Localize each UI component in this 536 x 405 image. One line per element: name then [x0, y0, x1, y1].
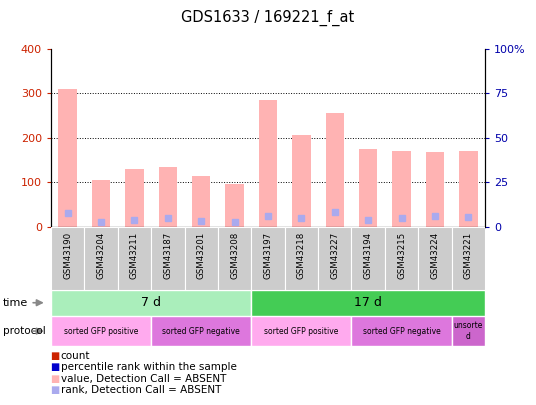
Text: ■: ■ — [50, 385, 60, 395]
Bar — [418, 227, 452, 290]
Text: unsorte
d: unsorte d — [453, 322, 483, 341]
Text: GSM43194: GSM43194 — [364, 232, 373, 279]
Bar — [159, 167, 177, 227]
Bar — [192, 175, 211, 227]
Bar — [51, 290, 251, 316]
Bar — [92, 180, 110, 227]
Bar — [452, 316, 485, 346]
Bar — [459, 151, 478, 227]
Bar — [51, 227, 84, 290]
Bar — [292, 135, 310, 227]
Bar — [259, 100, 277, 227]
Text: count: count — [61, 351, 90, 361]
Bar — [392, 151, 411, 227]
Bar — [58, 89, 77, 227]
Bar — [359, 149, 377, 227]
Bar — [51, 316, 151, 346]
Text: ■: ■ — [50, 374, 60, 384]
Text: GSM43215: GSM43215 — [397, 232, 406, 279]
Bar — [325, 113, 344, 227]
Text: sorted GFP positive: sorted GFP positive — [264, 326, 339, 336]
Bar — [352, 316, 452, 346]
Bar — [226, 184, 244, 227]
Text: protocol: protocol — [3, 326, 46, 336]
Text: 17 d: 17 d — [354, 296, 382, 309]
Bar — [251, 227, 285, 290]
Bar — [285, 227, 318, 290]
Text: GDS1633 / 169221_f_at: GDS1633 / 169221_f_at — [181, 10, 355, 26]
Bar — [84, 227, 118, 290]
Text: ■: ■ — [50, 362, 60, 372]
Text: 7 d: 7 d — [141, 296, 161, 309]
Bar — [251, 316, 352, 346]
Bar — [184, 227, 218, 290]
Text: percentile rank within the sample: percentile rank within the sample — [61, 362, 236, 372]
Text: value, Detection Call = ABSENT: value, Detection Call = ABSENT — [61, 374, 226, 384]
Text: ■: ■ — [50, 351, 60, 361]
Bar — [426, 152, 444, 227]
Bar — [385, 227, 418, 290]
Bar — [218, 227, 251, 290]
Text: GSM43227: GSM43227 — [330, 232, 339, 279]
Text: GSM43224: GSM43224 — [430, 232, 440, 279]
Text: sorted GFP negative: sorted GFP negative — [162, 326, 240, 336]
Bar — [125, 169, 144, 227]
Text: GSM43187: GSM43187 — [163, 232, 172, 279]
Text: GSM43204: GSM43204 — [96, 232, 106, 279]
Text: time: time — [3, 298, 28, 308]
Bar — [251, 290, 485, 316]
Bar — [452, 227, 485, 290]
Text: GSM43211: GSM43211 — [130, 232, 139, 279]
Text: GSM43208: GSM43208 — [230, 232, 239, 279]
Bar — [151, 227, 184, 290]
Bar — [318, 227, 352, 290]
Bar — [352, 227, 385, 290]
Bar — [151, 316, 251, 346]
Text: GSM43221: GSM43221 — [464, 232, 473, 279]
Text: sorted GFP negative: sorted GFP negative — [363, 326, 441, 336]
Text: rank, Detection Call = ABSENT: rank, Detection Call = ABSENT — [61, 385, 221, 395]
Text: GSM43218: GSM43218 — [297, 232, 306, 279]
Text: GSM43201: GSM43201 — [197, 232, 206, 279]
Bar — [118, 227, 151, 290]
Text: sorted GFP positive: sorted GFP positive — [64, 326, 138, 336]
Text: GSM43197: GSM43197 — [264, 232, 272, 279]
Text: GSM43190: GSM43190 — [63, 232, 72, 279]
